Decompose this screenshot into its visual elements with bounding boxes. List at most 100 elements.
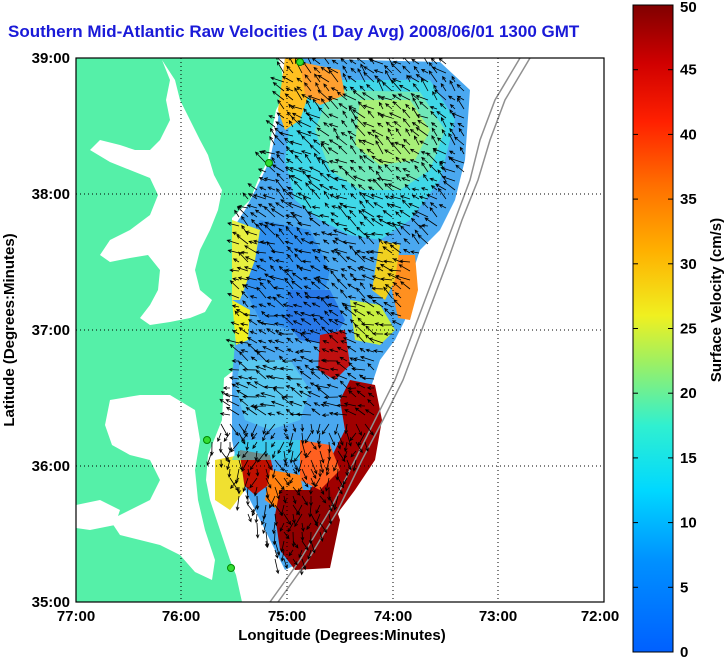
velocity-arrow [258,177,267,182]
velocity-arrow [243,284,258,290]
velocity-arrow [225,450,231,461]
velocity-arrow [232,330,240,335]
velocity-arrow [283,432,289,440]
velocity-arrow [289,167,303,173]
velocity-arrow [307,391,321,398]
velocity-arrow [226,239,240,245]
velocity-arrow [310,313,321,318]
velocity-arrow [448,150,456,155]
velocity-arrow [255,393,267,398]
velocity-arrow [296,130,312,137]
velocity-arrow [285,87,294,92]
velocity-arrow [268,115,276,119]
velocity-arrow [441,116,447,128]
velocity-arrow [383,332,393,336]
velocity-arrow [254,450,259,462]
velocity-arrow [405,174,420,182]
velocity-arrow [414,164,420,173]
velocity-arrow [283,459,288,467]
velocity-arrow [270,208,285,218]
velocity-arrow [342,93,357,101]
velocity-arrow [334,158,348,164]
velocity-arrow [301,468,308,481]
velocity-arrow [350,67,357,74]
velocity-arrow [371,275,384,281]
velocity-arrow [311,188,321,200]
velocity-arrow [283,468,291,478]
velocity-arrow [304,74,312,83]
velocity-arrow [336,278,348,290]
velocity-arrows [206,58,465,576]
velocity-arrow [223,432,231,442]
velocity-arrow [328,113,339,119]
velocity-arrow [361,298,375,308]
velocity-arrow [415,95,429,101]
velocity-arrow [392,78,402,83]
velocity-arrow [354,124,366,137]
velocity-arrow [229,280,240,290]
velocity-arrow [377,111,384,119]
velocity-arrow [321,220,330,227]
velocity-arrow [330,169,339,174]
velocity-arrow [365,348,375,353]
velocity-arrow [247,376,258,381]
velocity-arrow [271,164,285,173]
velocity-arrow [290,175,303,182]
velocity-arrow [339,356,348,362]
velocity-arrow [274,127,285,137]
velocity-arrow [329,367,339,372]
velocity-arrow [366,311,375,317]
velocity-arrow [270,76,285,83]
velocity-arrow [342,337,357,344]
velocity-arrow [300,531,305,542]
velocity-arrow [276,58,285,65]
velocity-arrow [326,468,330,476]
velocity-arrow [328,309,339,317]
velocity-arrow [292,495,297,505]
velocity-arrow [385,103,393,110]
velocity-arrow [384,182,393,191]
velocity-arrow [376,214,384,219]
velocity-arrow [358,235,366,245]
velocity-arrow [346,372,357,380]
velocity-arrow [357,267,366,272]
inlet-water [76,500,120,530]
velocity-arrow [390,203,402,209]
velocity-arrow [266,302,276,308]
velocity-arrow [265,486,270,499]
velocity-arrow [242,300,249,308]
velocity-arrow [421,77,429,92]
velocity-arrow [342,65,348,74]
velocity-arrow [411,194,420,200]
velocity-arrow [261,310,267,317]
bathymetry-contours [269,58,531,602]
velocity-arrow [294,513,303,528]
velocity-arrow [399,195,411,200]
velocity-arrow [292,513,296,524]
velocity-arrow [437,187,447,200]
velocity-arrow [402,108,411,119]
velocity-arrow [458,127,465,137]
velocity-arrow [383,301,393,308]
velocity-arrow [286,159,294,164]
velocity-arrow [342,240,357,245]
velocity-arrow [313,66,321,74]
velocity-arrow [414,210,429,218]
velocity-arrow [307,131,321,137]
velocity-arrow [440,82,447,92]
velocity-arrow [344,306,357,317]
velocity-arrow [272,387,285,398]
velocity-arrow [352,277,366,282]
velocity-arrow [305,112,321,119]
velocity-arrow [360,63,366,74]
velocity-arrow [386,202,393,209]
colorbar: 0 5 10 15 20 25 30 35 40 45 50 Surface Velocity (c… [632,0,724,659]
velocity-arrow [432,90,438,101]
velocity-arrow [362,193,375,200]
velocity-arrow [246,495,250,506]
velocity-arrow [315,365,330,371]
velocity-arrow [308,180,321,191]
velocity-arrow [380,277,393,282]
velocity-arrow [270,249,285,254]
velocity-arrow [322,239,330,245]
